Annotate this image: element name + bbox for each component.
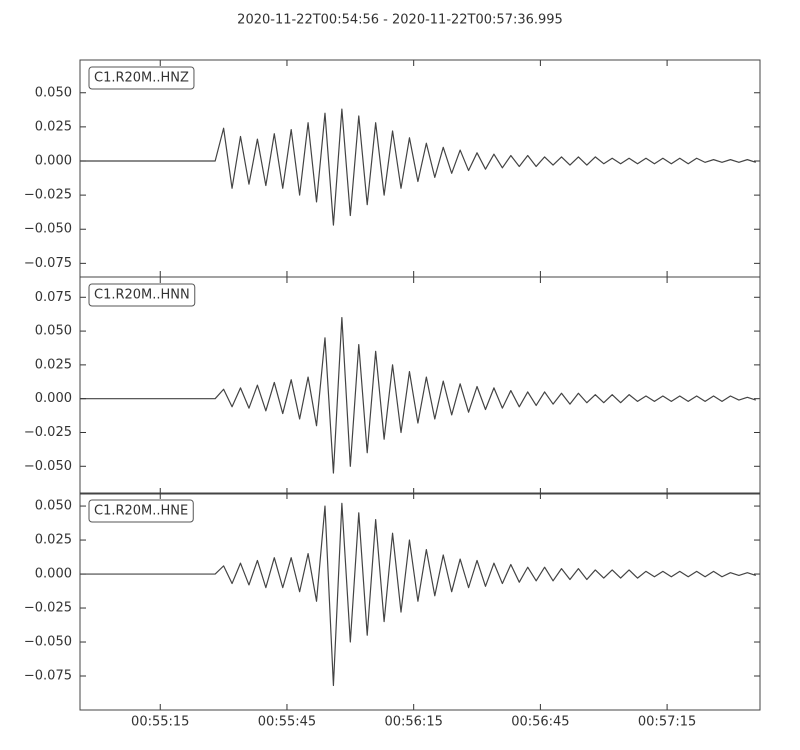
y-tick-label: 0.025 bbox=[35, 533, 72, 548]
chart-title: 2020-11-22T00:54:56 - 2020-11-22T00:57:3… bbox=[237, 13, 563, 28]
y-tick-label: 0.000 bbox=[35, 153, 72, 168]
x-tick-label: 00:56:45 bbox=[511, 715, 569, 730]
y-tick-label: −0.050 bbox=[24, 459, 72, 474]
y-tick-label: 0.050 bbox=[35, 499, 72, 514]
y-tick-label: 0.025 bbox=[35, 119, 72, 134]
axes-frame bbox=[79, 276, 761, 495]
label-box bbox=[88, 66, 195, 90]
x-tick-label: 00:55:45 bbox=[258, 715, 316, 730]
waveform bbox=[80, 316, 756, 474]
y-tick-label: 0.050 bbox=[35, 85, 72, 100]
trace-label: C1.R20M..HNE bbox=[94, 504, 188, 519]
y-tick-label: −0.025 bbox=[24, 425, 72, 440]
y-tick-label: 0.075 bbox=[35, 290, 72, 305]
y-tick-label: −0.075 bbox=[24, 669, 72, 684]
trace-label: C1.R20M..HNN bbox=[94, 288, 190, 303]
y-tick-label: −0.025 bbox=[24, 601, 72, 616]
y-tick-label: 0.000 bbox=[35, 567, 72, 582]
label-box bbox=[88, 499, 194, 523]
y-tick-label: 0.000 bbox=[35, 391, 72, 406]
trace-label: C1.R20M..HNZ bbox=[94, 71, 189, 86]
waveform bbox=[80, 108, 756, 226]
y-tick-label: −0.025 bbox=[24, 188, 72, 203]
y-tick-label: 0.025 bbox=[35, 357, 72, 372]
x-tick-label: 00:57:15 bbox=[638, 715, 696, 730]
waveform bbox=[80, 502, 756, 687]
x-tick-label: 00:55:15 bbox=[131, 715, 189, 730]
axes-frame bbox=[79, 492, 761, 711]
x-tick-label: 00:56:15 bbox=[384, 715, 442, 730]
y-tick-label: −0.050 bbox=[24, 222, 72, 237]
y-tick-label: −0.050 bbox=[24, 635, 72, 650]
y-tick-label: 0.050 bbox=[35, 324, 72, 339]
y-tick-label: −0.075 bbox=[24, 256, 72, 271]
label-box bbox=[88, 283, 196, 307]
